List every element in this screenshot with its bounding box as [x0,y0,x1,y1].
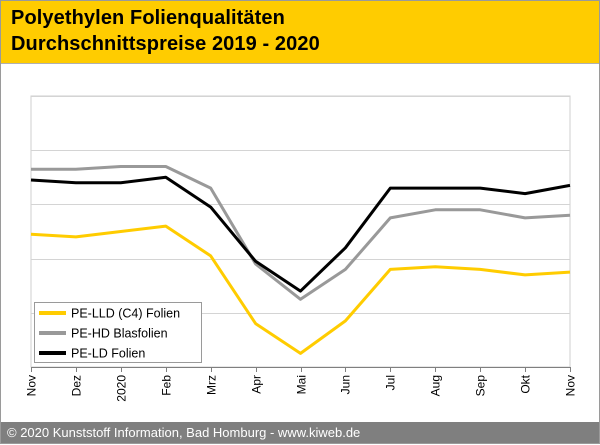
series-line-2 [31,165,571,301]
chart-title-line-2: Durchschnittspreise 2019 - 2020 [11,33,320,55]
series-line-1 [30,224,571,355]
series-line-3 [30,175,571,293]
x-tick-label: Aug [429,375,443,396]
x-tick-label: Mai [295,375,309,394]
x-tick-label: Jul [384,375,398,390]
legend-label-3: PE-LD Folien [71,347,145,361]
x-tick-label: Feb [160,375,174,396]
x-tick-label: Apr [250,375,264,394]
chart-title-line-1: Polyethylen Folienqualitäten [11,7,285,29]
x-tick-label: Mrz [205,375,219,395]
x-tick-label: Okt [519,374,533,393]
x-tick-label: Dez [70,375,84,396]
chart-header: Polyethylen Folienqualitäten Durchschnit… [1,1,599,64]
x-tick-label: Nov [25,375,39,396]
chart-footer: © 2020 Kunststoff Information, Bad Hombu… [1,422,599,443]
legend-label-1: PE-LLD (C4) Folien [71,307,180,321]
x-tick-label: Nov [564,375,578,396]
copyright-text: © 2020 Kunststoff Information, Bad Hombu… [7,425,361,440]
x-tick-label: Sep [474,375,488,397]
x-tick-label: Jun [339,375,353,394]
legend-label-2: PE-HD Blasfolien [71,327,168,341]
x-tick-label: 2020 [115,375,129,402]
